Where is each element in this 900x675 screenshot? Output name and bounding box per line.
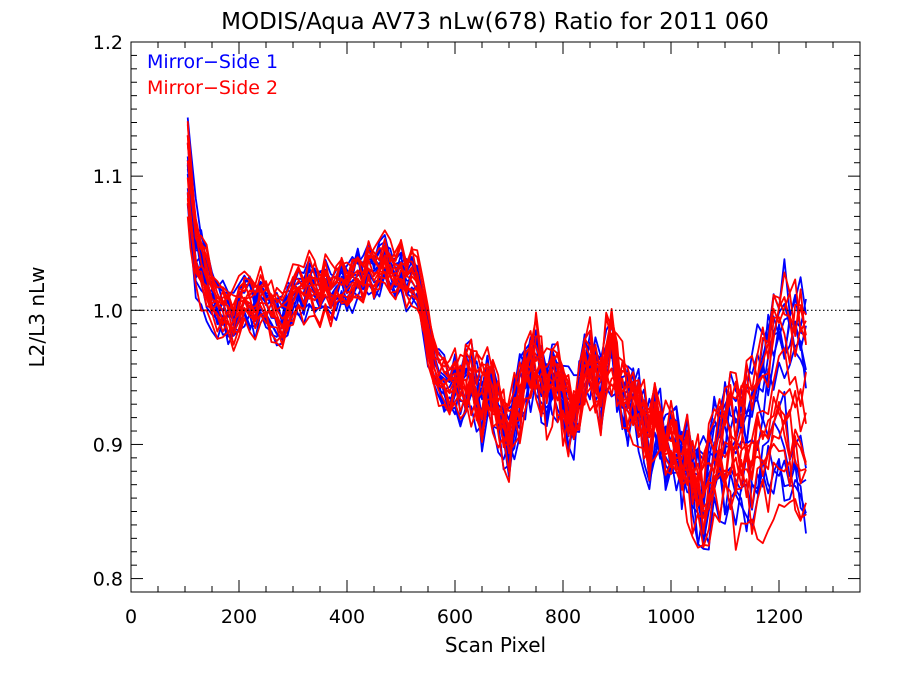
- y-tick-label: 1.2: [93, 32, 123, 54]
- y-tick-label: 1.0: [93, 300, 123, 322]
- x-tick-label: 0: [125, 606, 137, 628]
- y-axis-label: L2/L3 nLw: [25, 266, 49, 367]
- mirror-side-2-line: [186, 144, 807, 509]
- x-tick-label: 400: [329, 606, 365, 628]
- mirror-side-2-line: [186, 135, 807, 497]
- y-tick-label: 1.1: [93, 166, 123, 188]
- plot-lines: [186, 117, 807, 551]
- x-tick-label: 600: [437, 606, 473, 628]
- mirror-side-2-line: [186, 202, 807, 551]
- legend-item-mirror-side-2: Mirror−Side 2: [147, 77, 278, 99]
- x-tick-label: 800: [545, 606, 581, 628]
- mirror-side-2-line: [186, 216, 807, 549]
- x-tick-label: 1200: [755, 606, 803, 628]
- chart-title: MODIS/Aqua AV73 nLw(678) Ratio for 2011 …: [221, 9, 769, 35]
- legend-item-mirror-side-1: Mirror−Side 1: [147, 51, 278, 73]
- x-tick-label: 200: [221, 606, 257, 628]
- x-axis-label: Scan Pixel: [445, 633, 546, 657]
- tick-labels: 0 200 400 600 800 1000 1200 0.8 0.9 1.0 1.1 1.2: [93, 32, 803, 628]
- y-tick-label: 0.8: [93, 569, 123, 591]
- axis-ticks: [130, 41, 861, 593]
- mirror-side-2-line: [186, 192, 807, 507]
- y-tick-label: 0.9: [93, 434, 123, 456]
- mirror-side-1-line: [186, 159, 807, 544]
- x-tick-label: 1000: [647, 606, 695, 628]
- mirror-side-2-line: [186, 192, 807, 489]
- mirror-side-2-line: [186, 197, 807, 509]
- plot-frame: [130, 41, 861, 593]
